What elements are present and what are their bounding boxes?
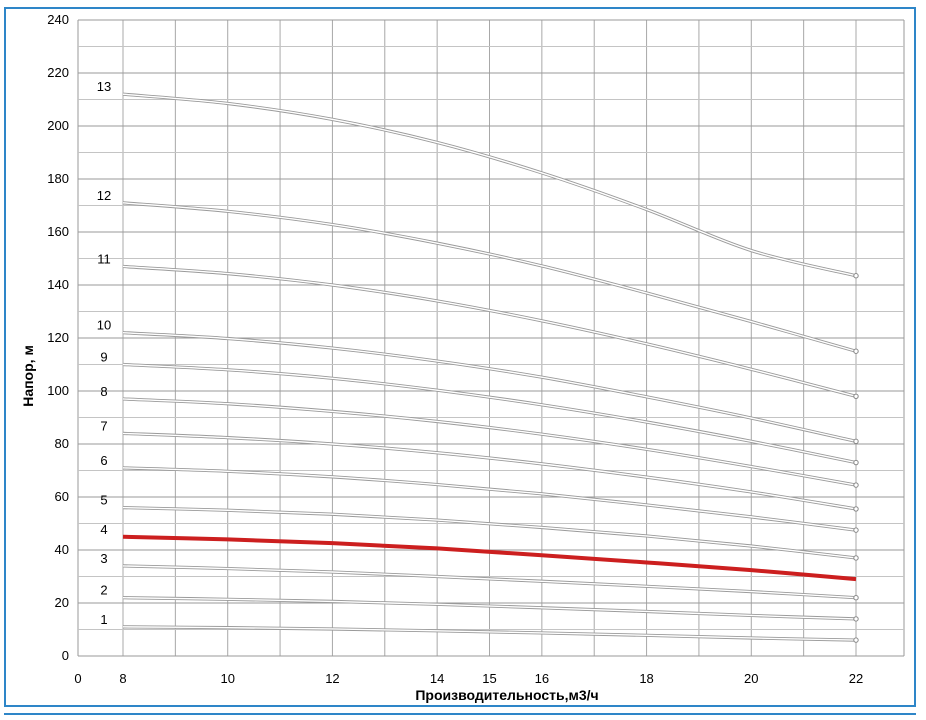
- series-label-1: 1: [100, 612, 107, 627]
- y-tick-label: 240: [47, 12, 69, 27]
- y-tick-label: 60: [55, 489, 69, 504]
- series-label-11: 11: [97, 251, 111, 266]
- y-tick-label: 100: [47, 383, 69, 398]
- x-tick-label: 14: [430, 671, 444, 686]
- y-tick-label: 80: [55, 436, 69, 451]
- x-tick-label: 18: [639, 671, 653, 686]
- series-label-5: 5: [100, 493, 107, 508]
- frame-bottom-border: [4, 713, 916, 720]
- x-tick-label: 8: [119, 671, 126, 686]
- series-line-2: [122, 597, 857, 620]
- series-end-point-13: [853, 273, 859, 279]
- y-axis-title: Напор, м: [20, 345, 36, 407]
- x-tick-label: 22: [849, 671, 863, 686]
- y-tick-label: 40: [55, 542, 69, 557]
- series-line-5: [122, 506, 857, 559]
- x-axis-title: Производительность,м3/ч: [415, 687, 598, 703]
- series-line-7: [122, 432, 857, 510]
- x-tick-label: 20: [744, 671, 758, 686]
- x-tick-label: 16: [535, 671, 549, 686]
- series-end-point-3: [853, 595, 859, 601]
- series-line-4: [122, 534, 857, 582]
- series-label-8: 8: [100, 384, 107, 399]
- y-tick-label: 200: [47, 118, 69, 133]
- series-label-12: 12: [97, 188, 111, 203]
- x-tick-label: 10: [220, 671, 234, 686]
- series-end-point-2: [853, 616, 859, 622]
- series-end-point-10: [853, 438, 859, 445]
- series-label-2: 2: [100, 583, 107, 598]
- series-line-12: [122, 202, 857, 352]
- series-end-point-1: [853, 637, 859, 643]
- series-end-point-7: [853, 506, 859, 512]
- y-tick-label: 220: [47, 65, 69, 80]
- series-label-10: 10: [97, 318, 111, 333]
- y-tick-label: 20: [55, 595, 69, 610]
- y-tick-label: 160: [47, 224, 69, 239]
- series-label-13: 13: [97, 79, 111, 94]
- series-line-10: [122, 332, 857, 443]
- series-line-13: [122, 93, 857, 277]
- y-tick-label: 180: [47, 171, 69, 186]
- series-line-8: [122, 398, 857, 486]
- series-end-point-6: [853, 527, 859, 533]
- x-tick-label: 0: [74, 671, 81, 686]
- series-label-4: 4: [100, 522, 107, 537]
- series-line-11: [122, 265, 857, 397]
- chart-frame: [4, 7, 916, 707]
- series-end-point-12: [853, 348, 859, 354]
- series-label-3: 3: [100, 551, 107, 566]
- series-end-point-9: [853, 459, 859, 466]
- y-tick-label: 140: [47, 277, 69, 292]
- series-end-point-8: [853, 482, 859, 488]
- series-line-9: [122, 363, 857, 464]
- series-line-6: [122, 467, 857, 531]
- series-line-1: [122, 626, 857, 641]
- x-tick-label: 12: [325, 671, 339, 686]
- series-label-6: 6: [100, 453, 107, 468]
- series-end-point-11: [853, 393, 859, 399]
- series-line-3: [122, 565, 857, 599]
- series-label-7: 7: [100, 418, 107, 433]
- series-end-point-5: [853, 555, 859, 561]
- x-tick-label: 15: [482, 671, 496, 686]
- curves: [122, 92, 859, 643]
- series-label-9: 9: [100, 350, 107, 365]
- y-tick-label: 120: [47, 330, 69, 345]
- y-tick-label: 0: [62, 648, 69, 663]
